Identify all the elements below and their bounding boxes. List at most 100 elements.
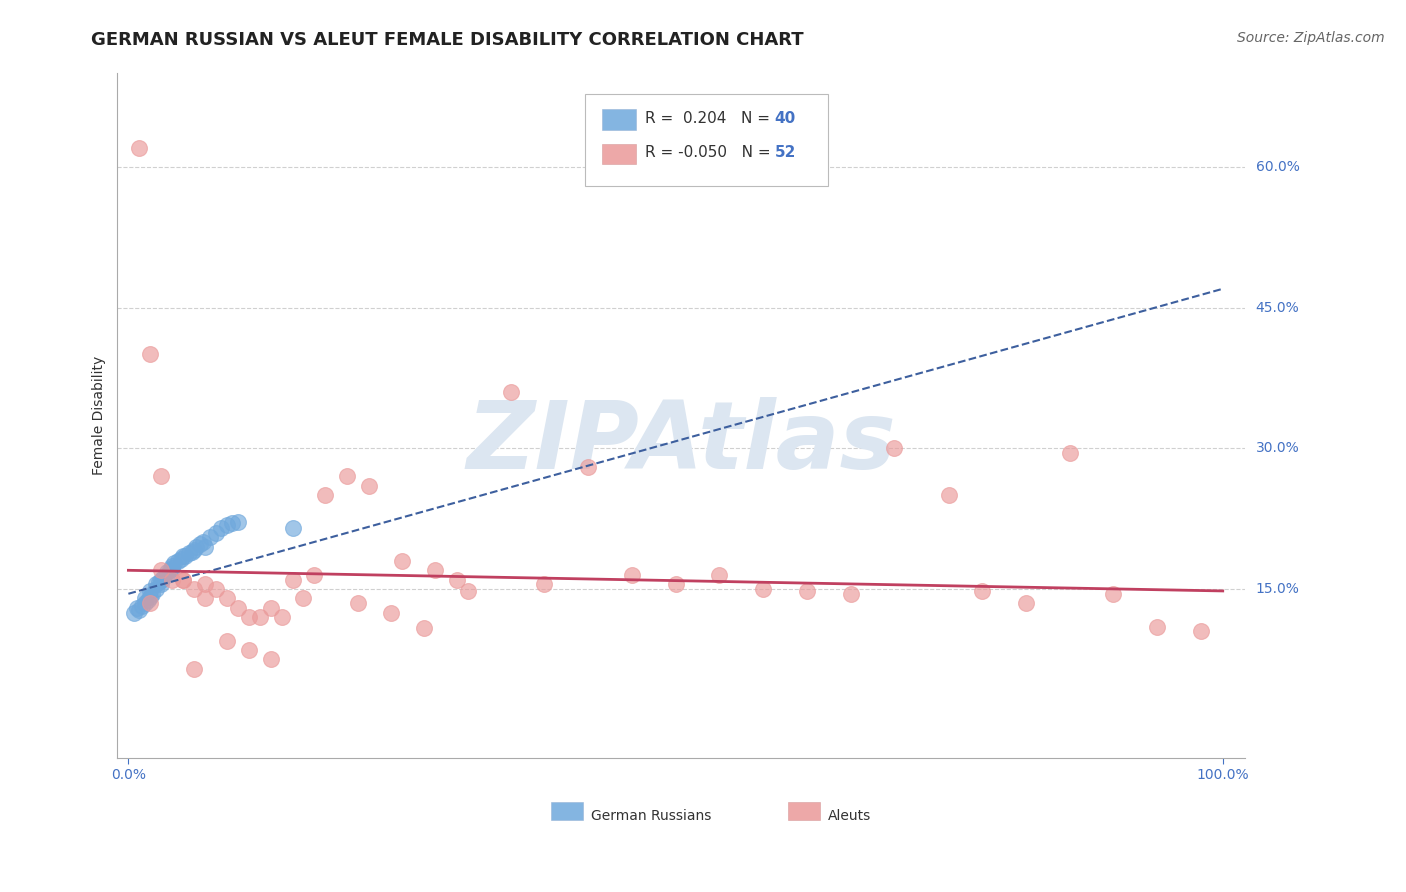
Point: [160, 558, 183, 573]
Point: [177, 546, 200, 560]
Point: [380, 606, 402, 620]
Point: [709, 568, 731, 582]
Point: [576, 460, 599, 475]
Point: [183, 582, 205, 596]
Point: [938, 488, 960, 502]
Point: [150, 563, 173, 577]
Point: [188, 537, 211, 551]
Point: [259, 600, 281, 615]
Point: [163, 556, 186, 570]
Point: [205, 582, 228, 596]
Text: GERMAN RUSSIAN VS ALEUT FEMALE DISABILITY CORRELATION CHART: GERMAN RUSSIAN VS ALEUT FEMALE DISABILIT…: [91, 31, 804, 49]
Point: [145, 577, 167, 591]
Point: [883, 442, 905, 456]
Point: [221, 516, 243, 531]
Point: [620, 568, 643, 582]
Point: [281, 573, 304, 587]
Point: [238, 643, 260, 657]
Point: [194, 591, 217, 606]
Point: [347, 596, 370, 610]
Text: 30.0%: 30.0%: [1256, 442, 1299, 455]
Point: [134, 596, 156, 610]
Point: [501, 384, 523, 399]
Point: [292, 591, 315, 606]
Point: [136, 593, 159, 607]
Point: [145, 582, 167, 596]
Text: 15.0%: 15.0%: [1256, 582, 1299, 596]
Point: [156, 565, 179, 579]
Point: [259, 652, 281, 666]
Point: [128, 603, 150, 617]
Point: [1059, 446, 1081, 460]
Point: [194, 540, 217, 554]
Point: [148, 574, 170, 589]
Point: [839, 587, 862, 601]
Point: [152, 571, 174, 585]
Point: [664, 577, 686, 591]
Point: [423, 563, 446, 577]
FancyBboxPatch shape: [585, 94, 828, 186]
Point: [191, 535, 214, 549]
Point: [336, 469, 359, 483]
Point: [359, 479, 381, 493]
FancyBboxPatch shape: [602, 110, 636, 130]
Point: [205, 525, 228, 540]
Point: [412, 622, 434, 636]
Point: [446, 573, 468, 587]
Point: [314, 488, 336, 502]
Point: [128, 141, 150, 155]
FancyBboxPatch shape: [602, 144, 636, 164]
Point: [281, 521, 304, 535]
Text: 60.0%: 60.0%: [1256, 160, 1299, 174]
Point: [215, 518, 238, 533]
Point: [215, 633, 238, 648]
Point: [180, 544, 202, 558]
Text: 52: 52: [775, 145, 796, 160]
Point: [238, 610, 260, 624]
Point: [150, 469, 173, 483]
Point: [166, 554, 188, 568]
Text: 45.0%: 45.0%: [1256, 301, 1299, 315]
Text: German Russians: German Russians: [591, 809, 711, 823]
Text: 40: 40: [775, 111, 796, 126]
Point: [159, 563, 181, 577]
Text: R =  0.204   N =: R = 0.204 N =: [645, 111, 775, 126]
Point: [226, 600, 249, 615]
Point: [1189, 624, 1212, 639]
Point: [160, 573, 183, 587]
Point: [139, 583, 162, 598]
Point: [215, 591, 238, 606]
Point: [183, 662, 205, 676]
Point: [304, 568, 326, 582]
Point: [141, 587, 163, 601]
Point: [122, 606, 145, 620]
Point: [127, 600, 149, 615]
Point: [796, 583, 818, 598]
Point: [457, 583, 479, 598]
Text: Source: ZipAtlas.com: Source: ZipAtlas.com: [1237, 31, 1385, 45]
Point: [139, 347, 162, 361]
Point: [131, 599, 153, 613]
Point: [209, 521, 232, 535]
Point: [160, 561, 183, 575]
Point: [172, 573, 194, 587]
Point: [150, 573, 173, 587]
Point: [1102, 587, 1125, 601]
Point: [139, 590, 162, 604]
Point: [139, 596, 162, 610]
Point: [150, 577, 173, 591]
Point: [226, 515, 249, 529]
Point: [183, 542, 205, 557]
Point: [174, 549, 197, 564]
Text: R = -0.050   N =: R = -0.050 N =: [645, 145, 776, 160]
Point: [752, 582, 775, 596]
Point: [270, 610, 292, 624]
Point: [970, 583, 993, 598]
Point: [1146, 619, 1168, 633]
Y-axis label: Female Disability: Female Disability: [93, 356, 107, 475]
Point: [134, 591, 156, 606]
Point: [533, 577, 555, 591]
Point: [1015, 596, 1038, 610]
Point: [172, 549, 194, 564]
Point: [194, 577, 217, 591]
